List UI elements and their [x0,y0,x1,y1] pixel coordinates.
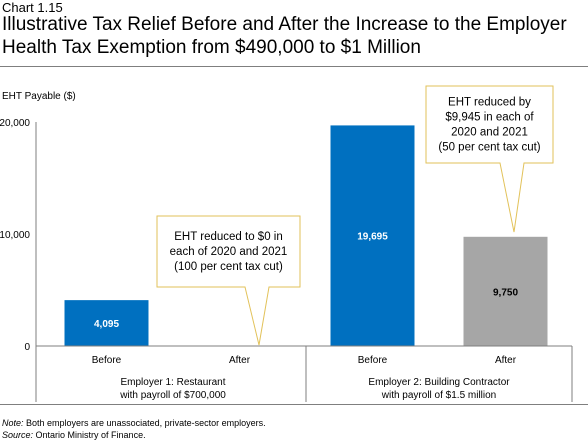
chart-number: Chart 1.15 [2,0,63,15]
callout-box [156,215,301,346]
bar [463,236,548,346]
source-line: Source: Ontario Ministry of Finance. [2,430,146,440]
note-line: Note: Both employers are unassociated, p… [2,418,266,428]
bar [64,300,149,346]
bar-value-label: 4,095 [94,319,119,330]
group-label: with payroll of $700,000 [119,390,226,401]
callout-text: (50 per cent tax cut) [438,142,540,154]
group-label: with payroll of $1.5 million [381,390,497,401]
x-category-label: After [495,355,517,366]
callout-text: EHT reduced to $0 in [174,231,282,243]
y-tick-label: 0 [24,342,30,353]
chart-title: Illustrative Tax Relief Before and After… [2,14,567,58]
callout-text: (100 per cent tax cut) [174,261,283,273]
footnotes: Note: Both employers are unassociated, p… [2,417,266,441]
bar-value-label: 9,750 [493,287,518,298]
title-divider [0,66,588,67]
bar-value-label: 19,695 [357,232,388,243]
callout-text: 2020 and 2021 [451,127,528,139]
callout-text: $9,945 in each of [445,112,534,124]
callout-box [425,85,554,233]
y-tick-label: 10,000 [0,230,30,241]
y-tick-label: 20,000 [0,118,30,129]
bar [330,125,415,346]
callout-text: EHT reduced by [448,97,531,109]
footer-divider [0,404,588,405]
group-label: Employer 2: Building Contractor [368,377,510,388]
x-category-label: Before [358,355,388,366]
group-label: Employer 1: Restaurant [120,377,225,388]
x-category-label: Before [92,355,122,366]
callout-text: each of 2020 and 2021 [170,246,288,258]
x-category-label: After [229,355,251,366]
y-axis-label: EHT Payable ($) [2,91,76,102]
